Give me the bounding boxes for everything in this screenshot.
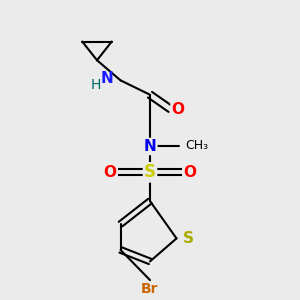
Text: Br: Br xyxy=(141,281,159,296)
Text: N: N xyxy=(144,139,156,154)
Text: S: S xyxy=(144,163,156,181)
Text: S: S xyxy=(182,231,194,246)
Text: O: O xyxy=(183,165,196,180)
Text: H: H xyxy=(91,78,101,92)
Text: O: O xyxy=(172,102,184,117)
Text: N: N xyxy=(100,71,113,86)
Text: CH₃: CH₃ xyxy=(185,139,208,152)
Text: O: O xyxy=(104,165,117,180)
